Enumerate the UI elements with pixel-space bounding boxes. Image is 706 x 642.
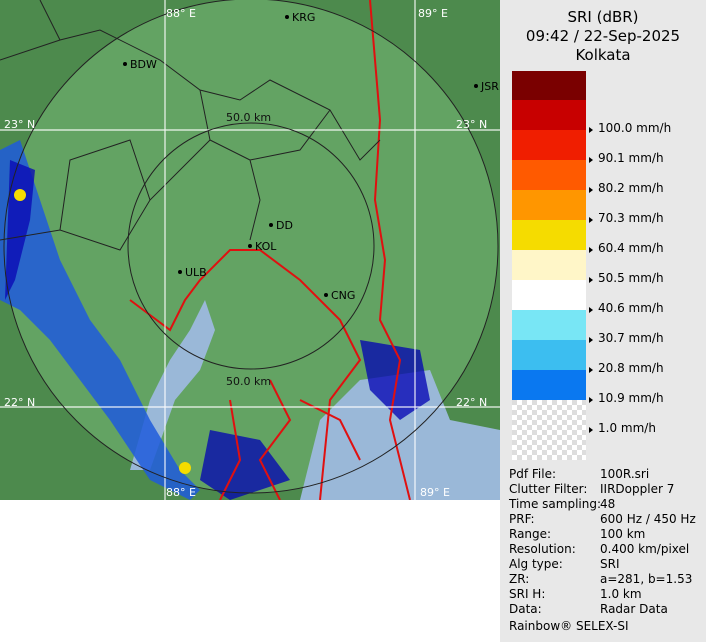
legend-label: 20.8 mm/h bbox=[598, 361, 664, 375]
grid-label: 89° E bbox=[420, 486, 450, 499]
legend-swatch bbox=[512, 280, 586, 310]
legend-label: 50.5 mm/h bbox=[598, 271, 664, 285]
info-value: Radar Data bbox=[600, 602, 668, 616]
range-ring bbox=[127, 122, 375, 370]
grid-label: 22° N bbox=[4, 396, 35, 409]
place-label: KRG bbox=[292, 11, 315, 24]
info-value: a=281, b=1.53 bbox=[600, 572, 693, 586]
radar-map: 88° E 89° E 23° N 23° N 22° N 22° N 88° … bbox=[0, 0, 500, 500]
range-label: 50.0 km bbox=[226, 375, 271, 388]
info-key: Alg type: bbox=[509, 557, 563, 571]
legend-label: 90.1 mm/h bbox=[598, 151, 664, 165]
place-label: ULB bbox=[185, 266, 207, 279]
graticule bbox=[0, 0, 500, 500]
legend-tick bbox=[589, 157, 593, 163]
info-key: ZR: bbox=[509, 572, 530, 586]
info-key: Pdf File: bbox=[509, 467, 557, 481]
legend-tick bbox=[589, 277, 593, 283]
info-key: Range: bbox=[509, 527, 552, 541]
legend-label: 1.0 mm/h bbox=[598, 421, 656, 435]
legend-swatch bbox=[512, 100, 586, 130]
info-value: 0.400 km/pixel bbox=[600, 542, 690, 556]
legend-tick bbox=[589, 127, 593, 133]
water bbox=[130, 300, 500, 500]
echo bbox=[5, 160, 35, 300]
legend-label: 10.9 mm/h bbox=[598, 391, 664, 405]
grid-label: 23° N bbox=[4, 118, 35, 131]
grid-label: 22° N bbox=[456, 396, 487, 409]
info-value: IIRDoppler 7 bbox=[600, 482, 675, 496]
legend-swatch bbox=[512, 190, 586, 220]
legend-tick bbox=[589, 217, 593, 223]
info-key: Clutter Filter: bbox=[509, 482, 588, 496]
legend-tick bbox=[589, 187, 593, 193]
place-dot bbox=[474, 84, 478, 88]
borders bbox=[0, 0, 381, 251]
range-label: 50.0 km bbox=[226, 111, 271, 124]
info-value: 100 km bbox=[600, 527, 646, 541]
info-key: PRF: bbox=[509, 512, 535, 526]
nodata-swatch bbox=[512, 400, 586, 460]
legend-label: 60.4 mm/h bbox=[598, 241, 664, 255]
legend-tick bbox=[589, 337, 593, 343]
place-label: KOL bbox=[255, 240, 277, 253]
place-dot bbox=[324, 293, 328, 297]
legend-label: 100.0 mm/h bbox=[598, 121, 672, 135]
legend-label: 40.6 mm/h bbox=[598, 301, 664, 315]
grid-label: 88° E bbox=[166, 7, 196, 20]
site: Kolkata bbox=[575, 46, 631, 64]
footer: Rainbow® SELEX-SI bbox=[509, 619, 629, 633]
legend-swatch bbox=[512, 250, 586, 280]
legend-swatch bbox=[512, 370, 586, 400]
place-dot bbox=[269, 223, 273, 227]
place-label: BDW bbox=[130, 58, 157, 71]
echo bbox=[179, 462, 191, 474]
legend-tick bbox=[589, 247, 593, 253]
grid-label: 23° N bbox=[456, 118, 487, 131]
legend-swatch bbox=[512, 130, 586, 160]
info-key: Resolution: bbox=[509, 542, 576, 556]
info-value: 600 Hz / 450 Hz bbox=[600, 512, 696, 526]
echo bbox=[200, 340, 430, 500]
rivers bbox=[129, 0, 411, 500]
legend-label: 70.3 mm/h bbox=[598, 211, 664, 225]
place-label: JSR bbox=[480, 80, 499, 93]
legend-swatch bbox=[512, 220, 586, 250]
info-key: Data: bbox=[509, 602, 542, 616]
place-dot bbox=[248, 244, 252, 248]
legend-tick bbox=[589, 427, 593, 433]
grid-label: 89° E bbox=[418, 7, 448, 20]
legend-swatch bbox=[512, 340, 586, 370]
place-dot bbox=[123, 62, 127, 66]
echo bbox=[14, 189, 26, 201]
place-dot bbox=[285, 15, 289, 19]
legend-swatch bbox=[512, 160, 586, 190]
info-value: 1.0 km bbox=[600, 587, 642, 601]
place-label: DD bbox=[276, 219, 293, 232]
info-value: 100R.sri bbox=[600, 467, 650, 481]
side-panel: SRI (dBR) 09:42 / 22-Sep-2025 Kolkata 10… bbox=[500, 0, 706, 642]
legend-tick bbox=[589, 397, 593, 403]
range-ring bbox=[3, 0, 499, 494]
legend-label: 80.2 mm/h bbox=[598, 181, 664, 195]
place-dot bbox=[178, 270, 182, 274]
legend-tick bbox=[589, 367, 593, 373]
grid-label: 88° E bbox=[166, 486, 196, 499]
legend-swatch bbox=[512, 310, 586, 340]
info-key: Time sampling: bbox=[509, 497, 602, 511]
datetime: 09:42 / 22-Sep-2025 bbox=[525, 27, 681, 45]
legend-swatch bbox=[512, 71, 586, 100]
info-key: SRI H: bbox=[509, 587, 546, 601]
legend-tick bbox=[589, 307, 593, 313]
legend-label: 30.7 mm/h bbox=[598, 331, 664, 345]
grid-labels: 88° E 89° E 23° N 23° N 22° N 22° N 88° … bbox=[4, 7, 487, 499]
echo bbox=[0, 140, 200, 500]
info-value: SRI bbox=[600, 557, 620, 571]
place-label: CNG bbox=[331, 289, 355, 302]
product: SRI (dBR) bbox=[567, 8, 639, 26]
info-value: 48 bbox=[600, 497, 616, 511]
